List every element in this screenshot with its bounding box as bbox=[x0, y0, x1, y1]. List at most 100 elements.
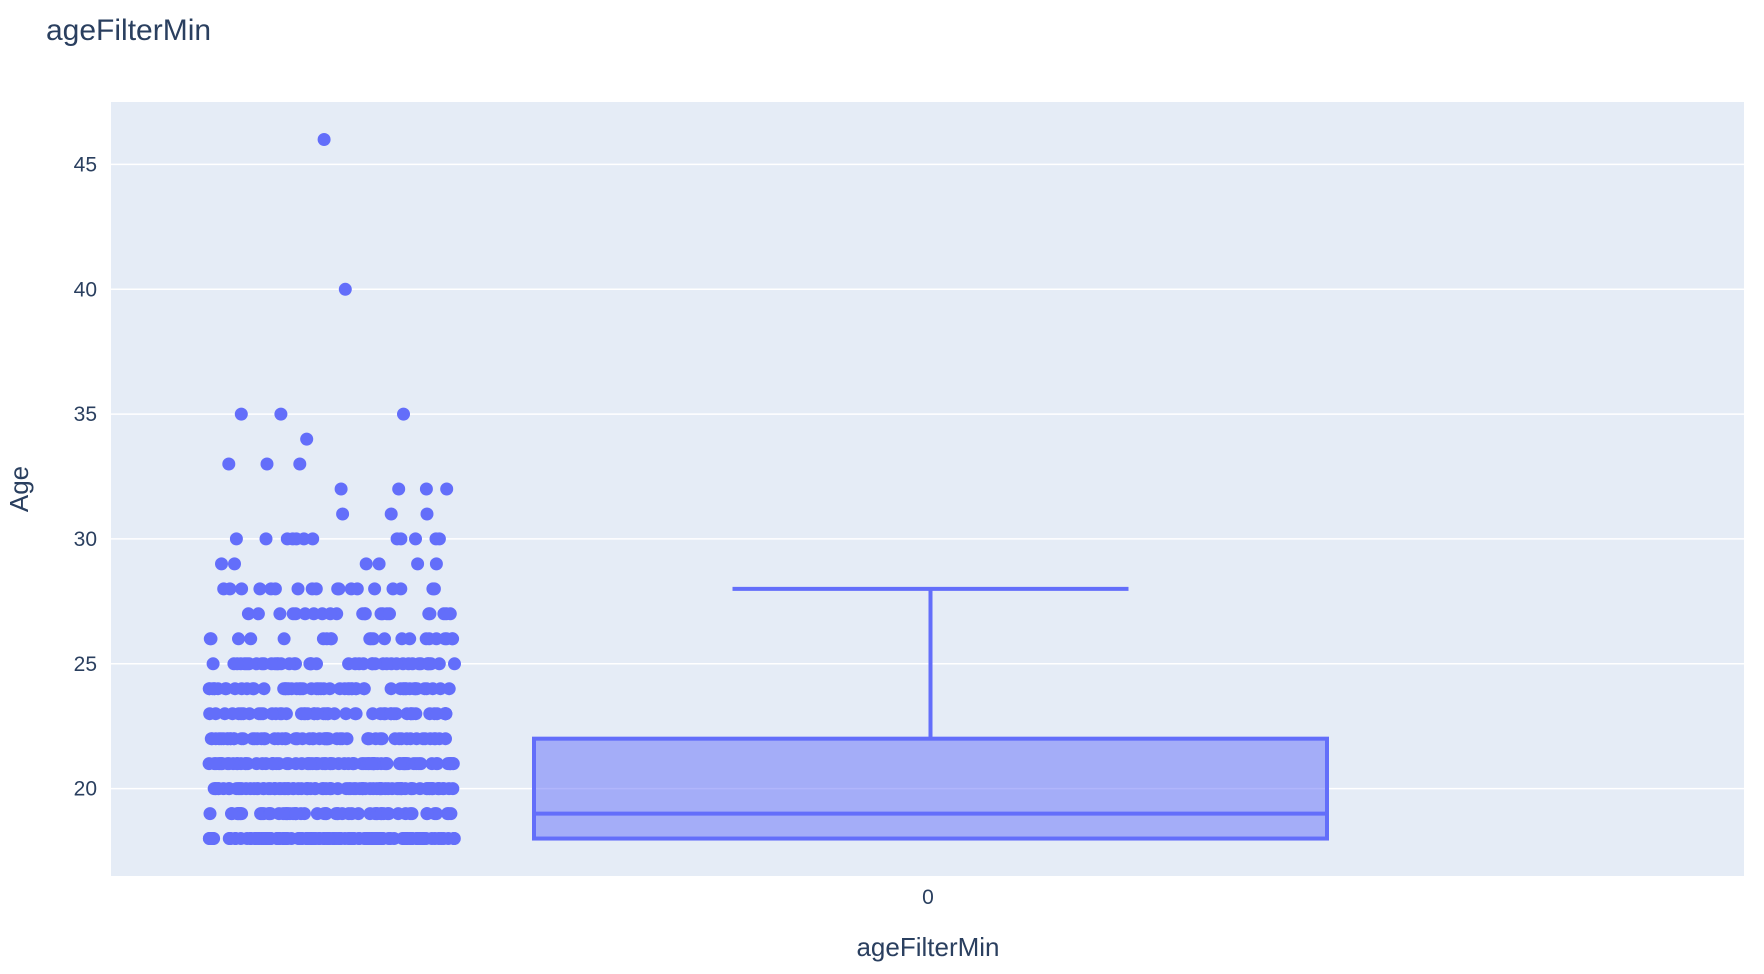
data-point bbox=[394, 782, 408, 796]
data-point bbox=[244, 632, 258, 646]
data-point bbox=[368, 657, 382, 671]
data-point bbox=[404, 782, 418, 796]
data-point bbox=[406, 707, 420, 721]
y-tick-label: 25 bbox=[74, 653, 97, 676]
data-point bbox=[282, 657, 296, 671]
data-point bbox=[279, 732, 293, 746]
data-point bbox=[348, 657, 362, 671]
data-point bbox=[317, 732, 331, 746]
data-point bbox=[307, 832, 321, 845]
data-point bbox=[392, 482, 406, 496]
data-point bbox=[230, 782, 243, 796]
data-point bbox=[429, 807, 443, 821]
data-point bbox=[413, 832, 427, 845]
data-point bbox=[440, 482, 454, 496]
data-point bbox=[331, 807, 345, 821]
data-point bbox=[322, 832, 336, 845]
data-point bbox=[306, 532, 320, 546]
data-point bbox=[235, 582, 249, 596]
data-point bbox=[423, 607, 437, 621]
data-point bbox=[388, 732, 402, 746]
data-point bbox=[403, 807, 417, 821]
data-point bbox=[342, 782, 356, 796]
data-point bbox=[266, 757, 279, 771]
data-point bbox=[332, 832, 345, 845]
data-point bbox=[223, 582, 237, 596]
data-point bbox=[397, 407, 410, 421]
data-point bbox=[303, 657, 317, 671]
data-point bbox=[394, 532, 408, 546]
data-point bbox=[229, 532, 243, 546]
x-axis-title: ageFilterMin bbox=[856, 932, 999, 962]
data-point bbox=[358, 607, 372, 621]
data-point bbox=[386, 582, 400, 596]
data-point bbox=[338, 282, 352, 296]
data-point bbox=[268, 582, 282, 596]
data-point bbox=[380, 657, 394, 671]
data-point bbox=[341, 757, 355, 771]
data-point bbox=[432, 832, 446, 845]
data-point bbox=[447, 832, 461, 845]
data-point bbox=[384, 707, 398, 721]
data-point bbox=[373, 732, 387, 746]
y-tick-label: 35 bbox=[74, 403, 97, 426]
data-point bbox=[381, 807, 395, 821]
data-point bbox=[446, 782, 460, 796]
data-point bbox=[375, 782, 389, 796]
data-point bbox=[409, 532, 422, 546]
data-point bbox=[341, 682, 355, 696]
data-point bbox=[203, 807, 217, 821]
data-point bbox=[320, 632, 334, 646]
data-point bbox=[211, 782, 225, 796]
data-point bbox=[429, 757, 443, 771]
data-point bbox=[232, 632, 245, 646]
data-point bbox=[223, 832, 237, 845]
data-point bbox=[317, 133, 331, 146]
data-point bbox=[357, 682, 371, 696]
data-point bbox=[390, 657, 404, 671]
data-point bbox=[391, 807, 405, 821]
data-point bbox=[238, 757, 252, 771]
data-point bbox=[202, 832, 216, 845]
data-point bbox=[247, 782, 261, 796]
data-point bbox=[207, 682, 221, 696]
data-point bbox=[323, 682, 337, 696]
data-point bbox=[219, 682, 233, 696]
data-point bbox=[293, 457, 307, 471]
data-point bbox=[429, 557, 443, 571]
data-point bbox=[225, 807, 238, 821]
data-point bbox=[384, 682, 398, 696]
data-point bbox=[378, 632, 391, 646]
data-point bbox=[204, 632, 218, 646]
data-point bbox=[368, 582, 382, 596]
y-tick-label: 40 bbox=[74, 278, 97, 301]
data-point bbox=[274, 407, 288, 421]
data-point bbox=[310, 707, 324, 721]
data-point bbox=[367, 832, 381, 845]
data-point bbox=[339, 707, 353, 721]
data-point bbox=[383, 607, 396, 621]
data-point bbox=[236, 732, 250, 746]
data-point bbox=[442, 807, 456, 821]
data-point bbox=[427, 582, 441, 596]
data-point bbox=[240, 657, 254, 671]
data-point bbox=[448, 657, 461, 671]
data-point bbox=[397, 832, 411, 845]
data-point bbox=[209, 732, 223, 746]
data-point bbox=[224, 732, 238, 746]
x-tick-label: 0 bbox=[922, 886, 934, 909]
data-point bbox=[359, 557, 373, 571]
data-point bbox=[436, 782, 450, 796]
data-point bbox=[248, 832, 262, 845]
y-axis-ticks: 20 25 30 35 40 45 bbox=[74, 153, 97, 800]
data-point bbox=[416, 732, 430, 746]
data-point bbox=[291, 582, 305, 596]
data-point bbox=[336, 507, 350, 521]
data-point bbox=[335, 732, 349, 746]
data-point bbox=[332, 582, 346, 596]
data-point bbox=[259, 532, 273, 546]
data-point bbox=[278, 682, 292, 696]
data-point bbox=[443, 607, 457, 621]
data-point bbox=[277, 832, 291, 845]
data-point bbox=[420, 507, 434, 521]
